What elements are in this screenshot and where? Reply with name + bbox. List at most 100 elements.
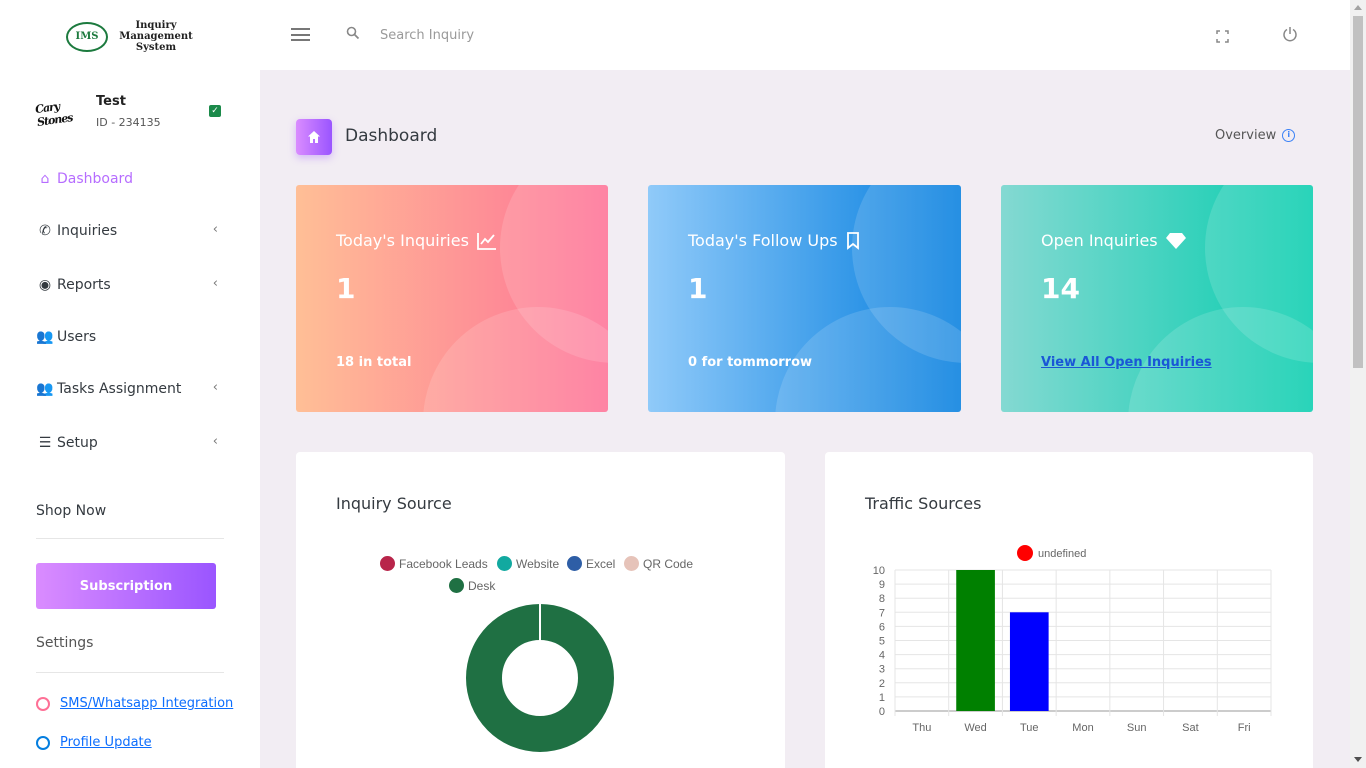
legend-label: undefined (1038, 548, 1086, 560)
traffic-sources-panel: Traffic Sources undefined 0 1 2 3 4 5 6 7 8 9 10 Thu… (825, 452, 1313, 768)
sidebar-item-dashboard[interactable]: ⌂ Dashboard (36, 168, 226, 190)
sidebar-item-label: Inquiries (57, 223, 118, 239)
info-icon: i (1282, 129, 1296, 142)
legend-label: Website (516, 556, 560, 571)
sidebar-item-label: Setup (57, 435, 98, 451)
y-tick-label: 0 (879, 706, 885, 718)
home-icon (296, 119, 332, 155)
y-tick-label: 2 (879, 678, 885, 690)
eye-icon: ◉ (38, 277, 52, 293)
legend-label: Excel (586, 556, 616, 571)
diamond-icon (1165, 232, 1186, 249)
card-value: 1 (336, 272, 356, 305)
panel-title: Inquiry Source (336, 494, 452, 513)
legend-swatch (497, 556, 512, 571)
chart-line-icon (477, 232, 496, 250)
fullscreen-icon[interactable] (1216, 28, 1229, 43)
legend-item[interactable]: Website (497, 556, 559, 571)
sidebar-item-tasks-assignment[interactable]: 👥 Tasks Assignment ‹ (36, 378, 226, 400)
card-title-text: Today's Follow Ups (688, 231, 838, 250)
scroll-up-arrow-icon[interactable] (1354, 5, 1362, 10)
y-tick-label: 4 (879, 650, 885, 662)
todays-inquiries-card: Today's Inquiries 1 18 in total (296, 185, 608, 412)
y-tick-label: 1 (879, 692, 885, 704)
legend-label: Facebook Leads (399, 556, 488, 571)
sidebar-item-label: Dashboard (57, 171, 133, 187)
chevron-left-icon: ‹ (212, 222, 218, 237)
scroll-down-arrow-icon[interactable] (1354, 757, 1362, 762)
ring-icon (36, 735, 50, 750)
inquiry-source-donut-chart[interactable] (460, 598, 620, 758)
app-logo[interactable]: IMS Inquiry Management System (66, 20, 198, 53)
x-tick-label: Wed (964, 722, 986, 734)
search-input[interactable] (380, 22, 680, 48)
page-title: Dashboard (345, 126, 438, 146)
legend-swatch (624, 556, 639, 571)
sidebar-item-inquiries[interactable]: ✆ Inquiries ‹ (36, 220, 226, 242)
legend-item[interactable]: Excel (567, 556, 615, 571)
bar[interactable] (1009, 612, 1049, 711)
overview-link[interactable]: Overview i (1215, 128, 1296, 143)
profile-update-link[interactable]: Profile Update (36, 735, 152, 750)
phone-icon: ✆ (39, 223, 51, 239)
y-tick-label: 6 (879, 621, 885, 633)
sms-whatsapp-integration-link[interactable]: SMS/Whatsapp Integration (36, 696, 233, 711)
legend-item[interactable]: QR Code (624, 556, 693, 571)
divider (36, 538, 224, 539)
ring-icon (36, 696, 50, 711)
open-inquiries-card: Open Inquiries 14 View All Open Inquirie… (1001, 185, 1313, 412)
card-footer: 18 in total (336, 355, 412, 370)
menu-toggle-icon[interactable] (291, 28, 310, 41)
subscription-button[interactable]: Subscription (36, 563, 216, 609)
sidebar-item-label: Tasks Assignment (57, 381, 182, 397)
top-navbar (260, 0, 1350, 70)
profile-name: Test (96, 94, 126, 109)
avatar: Cary Stones (33, 89, 83, 137)
inquiry-source-panel: Inquiry Source Facebook Leads Website Ex… (296, 452, 785, 768)
sidebar-item-setup[interactable]: ☰ Setup ‹ (36, 432, 226, 454)
page-scrollbar[interactable] (1350, 0, 1366, 768)
x-tick-label: Sun (1127, 722, 1147, 734)
x-tick-label: Thu (912, 722, 931, 734)
y-tick-label: 10 (873, 565, 885, 577)
card-value: 14 (1041, 272, 1080, 305)
x-tick-label: Sat (1182, 722, 1199, 734)
profile-card[interactable]: Cary Stones Test ID - 234135 ✓ (33, 89, 226, 137)
overview-label: Overview (1215, 128, 1277, 143)
home-icon: ⌂ (40, 171, 50, 187)
sidebar-item-label: Reports (57, 277, 111, 293)
verified-icon: ✓ (209, 105, 221, 117)
bookmark-icon (846, 231, 859, 250)
view-all-open-inquiries-link[interactable]: View All Open Inquiries (1041, 355, 1212, 370)
card-title: Open Inquiries (1041, 231, 1186, 250)
legend-item[interactable]: Desk (449, 578, 495, 593)
todays-follow-ups-card: Today's Follow Ups 1 0 for tommorrow (648, 185, 961, 412)
panel-title: Traffic Sources (865, 494, 982, 513)
legend-label: QR Code (643, 556, 694, 571)
legend-swatch (380, 556, 395, 571)
bar[interactable] (956, 570, 995, 711)
y-tick-label: 7 (879, 607, 885, 619)
legend-item[interactable]: Facebook Leads (380, 556, 488, 571)
y-tick-label: 3 (879, 664, 885, 676)
legend-swatch (567, 556, 582, 571)
sidebar-item-reports[interactable]: ◉ Reports ‹ (36, 274, 226, 296)
settings-link-label[interactable]: SMS/Whatsapp Integration (60, 696, 234, 711)
shop-now-link[interactable]: Shop Now (36, 503, 107, 519)
settings-link-label[interactable]: Profile Update (60, 735, 152, 750)
legend-swatch (449, 578, 464, 593)
scroll-thumb[interactable] (1353, 16, 1363, 368)
card-title: Today's Inquiries (336, 231, 497, 250)
power-icon[interactable] (1282, 26, 1298, 42)
y-tick-label: 9 (879, 579, 885, 591)
users-icon: 👥 (36, 381, 54, 397)
x-tick-label: Fri (1238, 722, 1251, 734)
traffic-sources-bar-chart[interactable]: undefined 0 1 2 3 4 5 6 7 8 9 10 Thu Wed Tue Mon Sun Sat F… (855, 542, 1285, 742)
sidebar-item-users[interactable]: 👥 Users (36, 326, 226, 348)
sliders-icon: ☰ (38, 435, 52, 451)
profile-id: ID - 234135 (96, 116, 161, 129)
users-icon: 👥 (36, 329, 54, 345)
card-title-text: Open Inquiries (1041, 231, 1158, 250)
logo-text: Inquiry Management System (119, 20, 193, 53)
divider (36, 672, 224, 673)
